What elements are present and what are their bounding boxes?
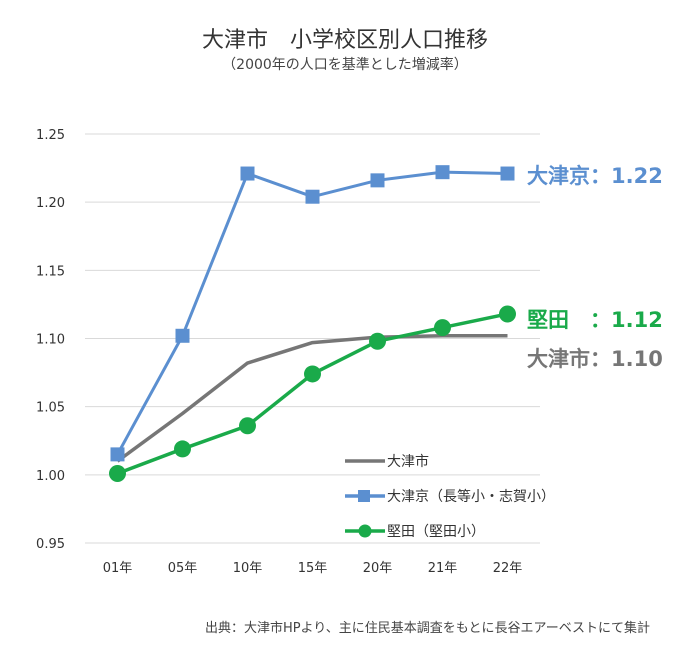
chart-subtitle: （2000年の人口を基準とした増減率） (222, 57, 468, 73)
end-label: 大津市：1.10 (527, 347, 663, 371)
source-note: 出典：大津市HPより、主に住民基本調査をもとに長谷エアーベストにて集計 (204, 621, 650, 636)
end-labels: 大津市：1.10 大津京：1.22 堅田 ：1.12 (527, 164, 663, 371)
series-lines (109, 165, 516, 482)
data-point-circle (369, 332, 386, 350)
data-point-circle (109, 464, 126, 482)
data-point-square (500, 166, 515, 181)
y-tick-label: 1.10 (36, 333, 65, 348)
x-tick-label: 22年 (493, 561, 523, 576)
legend-marker-square (358, 490, 370, 502)
x-tick-label: 05年 (168, 561, 198, 576)
data-point-square (305, 189, 320, 204)
series-line (116, 334, 508, 463)
data-point-circle (174, 440, 191, 458)
x-tick-label: 01年 (103, 561, 133, 576)
x-tick-label: 20年 (363, 561, 393, 576)
data-point-circle (239, 417, 256, 435)
data-point-square (370, 173, 385, 188)
x-tick-label: 15年 (298, 561, 328, 576)
legend-label: 堅田（堅田小） (387, 524, 485, 540)
end-label: 大津京：1.22 (527, 164, 663, 188)
data-point-square (240, 166, 255, 181)
x-tick-label: 10年 (233, 561, 263, 576)
legend-label: 大津市 (387, 453, 429, 470)
data-point-circle (434, 319, 451, 337)
y-tick-label: 1.20 (36, 196, 65, 211)
y-tick-label: 0.95 (36, 537, 65, 552)
x-axis-ticks: 01年 05年 10年 15年 20年 21年 22年 (103, 561, 523, 576)
data-point-circle (499, 305, 516, 323)
end-label: 堅田 ：1.12 (527, 308, 663, 332)
data-point-circle (304, 365, 321, 383)
x-tick-label: 21年 (428, 561, 458, 576)
y-tick-label: 1.15 (36, 264, 65, 279)
y-tick-label: 1.00 (36, 469, 65, 484)
legend-label: 大津京（長等小・志賀小） (387, 488, 555, 505)
y-tick-label: 1.25 (36, 128, 65, 143)
series-line (116, 170, 508, 456)
chart-title: 大津市 小学校区別人口推移 (201, 28, 488, 53)
y-axis-ticks: 0.95 1.00 1.05 1.10 1.15 1.20 1.25 (36, 128, 65, 552)
data-point-square (435, 165, 450, 180)
y-tick-label: 1.05 (36, 401, 65, 416)
legend-marker-circle (358, 524, 372, 538)
data-point-square (110, 447, 125, 462)
data-point-square (175, 328, 190, 343)
